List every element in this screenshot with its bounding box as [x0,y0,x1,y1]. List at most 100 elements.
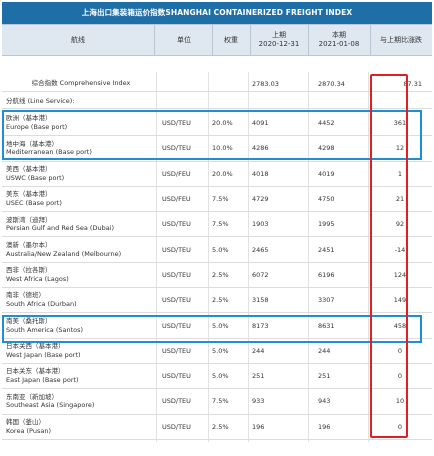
route-unit: USD/FEU [162,195,191,204]
route-current: 196 [318,422,331,431]
highlight-europe-mediterranean [2,110,422,160]
route-name-en: South Africa (Durban) [6,300,77,309]
header-current: 本期 2021-01-08 [308,25,370,55]
route-previous: 4729 [252,195,269,204]
route-name: 东南亚（新加坡） Southeast Asia (Singapore) [6,389,156,413]
table-row: 南美（桑托斯） South America (Santos) USD/TEU 5.0%… [2,313,432,339]
header-previous-date: 2020-12-31 [258,40,300,48]
route-change: 21 [395,195,405,204]
route-weight: 20.0% [212,119,233,128]
table-row: 西非（拉各斯） West Africa (Lagos) USD/TEU 2.5% 607… [2,263,432,289]
route-name-zh: 南非（德班） [6,291,45,300]
route-previous: 3158 [252,296,269,305]
route-unit: USD/TEU [162,422,191,431]
route-name-en: West Japan (Base port) [6,350,81,359]
table-row: 韩国（釜山） Korea (Pusan) USD/TEU 2.5% 196 196 0 [2,415,432,440]
composite-current: 2870.34 [318,79,345,88]
route-previous: 1903 [252,220,269,229]
route-weight: 10.0% [212,144,233,153]
route-previous: 251 [252,372,265,381]
route-previous: 4286 [252,144,269,153]
route-name-zh: 美西（基本港） [6,164,52,173]
route-weight: 7.5% [212,397,229,406]
route-current: 1995 [318,220,335,229]
table-row: 美东（基本港） USEC (Base port) USD/FEU 7.5% 4729 47… [2,187,432,213]
route-name: 南非（德班） South Africa (Durban) [6,288,156,312]
route-current: 4298 [318,144,335,153]
route-weight: 7.5% [212,195,229,204]
route-previous: 2465 [252,245,269,254]
route-name-zh: 日本关东（基本港） [6,367,65,376]
table-row: 南非（德班） South Africa (Durban) USD/TEU 2.5% 31… [2,288,432,314]
route-name-en: USWC (Base port) [6,173,65,182]
route-name: 西非（拉各斯） West Africa (Lagos) [6,263,156,287]
table-row: 日本关西（基本港） West Japan (Base port) USD/TEU 5.… [2,339,432,364]
header-unit: 单位 [177,35,191,44]
route-weight: 2.5% [212,270,229,279]
route-name-zh: 地中海（基本港） [6,139,58,148]
route-previous: 4018 [252,169,269,178]
route-unit: USD/TEU [162,296,191,305]
table-row: 日本关东（基本港） East Japan (Base port) USD/TEU 5.… [2,364,432,390]
route-previous: 8173 [252,321,269,330]
composite-change: 87.31 [403,79,422,88]
route-current: 244 [318,346,331,355]
route-previous: 4091 [252,119,269,128]
route-current: 4452 [318,119,335,128]
route-name-en: East Japan (Base port) [6,376,79,385]
table-row: 美西（基本港） USWC (Base port) USD/FEU 20.0% 4018 4… [2,162,432,187]
route-unit: USD/TEU [162,372,191,381]
route-unit: USD/TEU [162,144,191,153]
route-name-zh: 日本关西（基本港） [6,342,65,351]
route-name-en: Australia/New Zealand (Melbourne) [6,249,122,258]
route-unit: USD/TEU [162,397,191,406]
route-weight: 7.5% [212,220,229,229]
route-name: 波斯湾（迪拜） Persian Gulf and Red Sea (Dubai) [6,212,156,236]
header-current-date: 2021-01-08 [318,40,360,48]
route-name: 美西（基本港） USWC (Base port) [6,162,156,186]
route-weight: 5.0% [212,245,229,254]
route-unit: USD/FEU [162,169,191,178]
route-change: -14 [394,245,406,254]
route-current: 8631 [318,321,335,330]
route-unit: USD/TEU [162,346,191,355]
route-change: 12 [395,144,405,153]
route-name-en: USEC (Base port) [6,199,62,208]
route-weight: 2.5% [212,296,229,305]
route-current: 3307 [318,296,335,305]
route-change: 92 [395,220,405,229]
route-change: 458 [393,321,407,330]
route-current: 4019 [318,169,335,178]
route-name-zh: 澳新（墨尔本） [6,240,52,249]
route-name-zh: 波斯湾（迪拜） [6,215,52,224]
header-previous: 上期 2020-12-31 [250,25,308,55]
highlight-change-column [370,74,408,438]
route-name: 美东（基本港） USEC (Base port) [6,187,156,211]
route-name-en: Korea (Pusan) [6,426,51,435]
route-name: 澳新（墨尔本） Australia/New Zealand (Melbourne) [6,238,156,262]
route-previous: 244 [252,346,265,355]
composite-name: 综合指数 Comprehensive Index [31,79,131,88]
route-change: 0 [397,422,403,431]
route-name-en: Europe (Base port) [6,123,68,132]
route-weight: 2.5% [212,422,229,431]
route-name-zh: 美东（基本港） [6,190,52,199]
table-row: 澳新（墨尔本） Australia/New Zealand (Melbourne)… [2,238,432,263]
route-name-en: West Africa (Lagos) [6,274,69,283]
table-row: 东南亚（新加坡） Southeast Asia (Singapore) USD/TE… [2,389,432,415]
route-change: 149 [393,296,407,305]
section-label: 分航线 (Line Service): [2,92,432,109]
route-current: 4750 [318,195,335,204]
route-name: 欧洲（基本港） Europe (Base port) [6,111,156,135]
route-current: 943 [318,397,331,406]
route-name: 南美（桑托斯） South America (Santos) [6,313,156,337]
route-name-zh: 欧洲（基本港） [6,114,52,123]
route-name-en: Persian Gulf and Red Sea (Dubai) [6,224,115,233]
route-name-zh: 西非（拉各斯） [6,266,52,275]
route-unit: USD/TEU [162,245,191,254]
route-unit: USD/TEU [162,321,191,330]
table-header: 航线 单位 权重 上期 2020-12-31 本期 2021-01-08 与上期比涨… [2,24,432,56]
route-name-zh: 东南亚（新加坡） [6,392,58,401]
route-weight: 5.0% [212,372,229,381]
table-row: 地中海（基本港） Mediterranean (Base port) USD/TEU… [2,136,432,162]
